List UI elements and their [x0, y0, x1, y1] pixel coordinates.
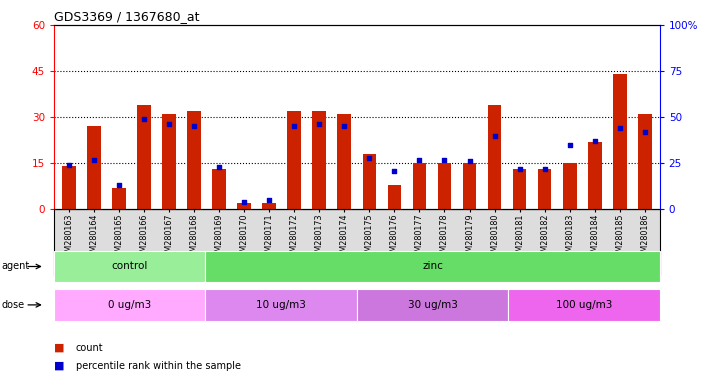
Bar	[337, 114, 351, 209]
Point	[239, 199, 250, 205]
Bar	[388, 185, 402, 209]
Point	[89, 156, 100, 162]
Bar	[562, 163, 577, 209]
Text: 30 ug/m3: 30 ug/m3	[407, 300, 458, 310]
Bar	[588, 142, 601, 209]
Bar	[412, 163, 426, 209]
Point	[113, 182, 125, 189]
Bar	[213, 169, 226, 209]
Text: dose: dose	[1, 300, 25, 310]
Bar	[463, 163, 477, 209]
Bar	[613, 74, 627, 209]
Text: ■: ■	[54, 361, 65, 371]
Bar	[162, 114, 176, 209]
Point	[639, 129, 650, 135]
Bar	[538, 169, 552, 209]
Text: GDS3369 / 1367680_at: GDS3369 / 1367680_at	[54, 10, 200, 23]
Text: control: control	[112, 262, 148, 271]
Point	[288, 123, 300, 129]
Point	[414, 156, 425, 162]
Point	[164, 121, 175, 127]
Text: percentile rank within the sample: percentile rank within the sample	[76, 361, 241, 371]
Point	[564, 142, 575, 148]
Point	[188, 123, 200, 129]
Point	[614, 125, 625, 131]
Point	[264, 197, 275, 203]
Text: count: count	[76, 343, 103, 353]
Bar	[137, 105, 151, 209]
Point	[63, 162, 75, 168]
Text: 100 ug/m3: 100 ug/m3	[556, 300, 612, 310]
Text: ■: ■	[54, 343, 65, 353]
Text: zinc: zinc	[423, 262, 443, 271]
Point	[213, 164, 225, 170]
Point	[314, 121, 325, 127]
Point	[339, 123, 350, 129]
Text: 0 ug/m3: 0 ug/m3	[108, 300, 151, 310]
Point	[589, 138, 601, 144]
Point	[363, 155, 375, 161]
Bar	[187, 111, 201, 209]
Point	[389, 167, 400, 174]
Bar	[237, 203, 251, 209]
Point	[489, 132, 500, 139]
Bar	[363, 154, 376, 209]
Bar	[62, 166, 76, 209]
Text: agent: agent	[1, 262, 30, 271]
Bar	[312, 111, 326, 209]
Bar	[112, 188, 126, 209]
Point	[464, 158, 475, 164]
Text: 10 ug/m3: 10 ug/m3	[256, 300, 306, 310]
Point	[438, 156, 450, 162]
Bar	[513, 169, 526, 209]
Bar	[87, 126, 101, 209]
Bar	[638, 114, 652, 209]
Bar	[288, 111, 301, 209]
Bar	[262, 203, 276, 209]
Point	[514, 166, 526, 172]
Point	[138, 116, 150, 122]
Bar	[487, 105, 501, 209]
Bar	[438, 163, 451, 209]
Point	[539, 166, 550, 172]
